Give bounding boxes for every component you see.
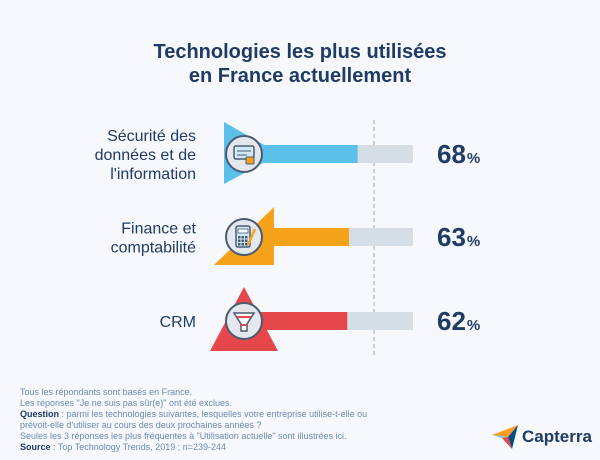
source-label: Source — [20, 442, 51, 452]
value-label: 63% — [437, 222, 480, 252]
icon-calculator-key — [241, 236, 244, 239]
category-label: Finance et — [121, 221, 196, 238]
icon-calculator-key — [238, 239, 241, 242]
icon-screen — [233, 145, 255, 160]
value-unit: % — [467, 233, 480, 250]
category-label: Sécurité des — [107, 128, 196, 145]
security-icon — [224, 122, 280, 184]
category-label: données et de — [95, 147, 197, 164]
footnote-source: Source : Top Technology Trends, 2019 ; n… — [20, 442, 226, 453]
chart-title-line-2: en France actuellement — [189, 65, 412, 87]
category-label: comptabilité — [111, 240, 196, 257]
footnote-question: Question : parmi les technologies suivan… — [20, 409, 367, 420]
footnote-line-2: Les réponses "Je ne suis pas sûr(e)" ont… — [20, 398, 233, 408]
icon-calculator-key — [245, 243, 248, 246]
icon-calculator-display — [237, 228, 249, 234]
icon-calculator-key — [245, 236, 248, 239]
value-unit: % — [467, 317, 480, 334]
value-label: 62% — [437, 306, 480, 336]
icon-calculator-key — [241, 239, 244, 242]
pencil-icon — [246, 228, 257, 246]
icon-calculator-key — [238, 236, 241, 239]
footnote-line-5: Seules les 3 réponses les plus fréquente… — [20, 431, 347, 441]
question-text: : parmi les technologies suivantes, lesq… — [59, 409, 368, 419]
icon-calculator-key — [245, 239, 248, 242]
category-label: l'information — [110, 166, 196, 183]
category-label: CRM — [160, 314, 196, 331]
icon-calculator-key — [241, 243, 244, 246]
chart-title-line-1: Technologies les plus utilisées — [153, 41, 446, 63]
source-text: : Top Technology Trends, 2019 ; n=239-24… — [50, 442, 227, 452]
footnote-line-1: Tous les répondants sont basés en France… — [20, 387, 193, 397]
icon-calculator-key — [238, 243, 241, 246]
footnote-question-cont: prévoit-elle d'utiliser au cours des deu… — [20, 420, 262, 430]
question-label: Question — [20, 409, 60, 419]
capterra-logo-icon — [492, 425, 518, 449]
bar — [240, 312, 348, 330]
brand-name: Capterra — [522, 427, 592, 446]
lock-icon — [245, 156, 255, 165]
funnel-icon — [210, 287, 278, 351]
value-label: 68% — [437, 139, 480, 169]
value-unit: % — [467, 150, 480, 167]
calculator-icon — [214, 207, 274, 265]
bars-group: Sécurité des données et de l'information 68… — [95, 122, 480, 351]
